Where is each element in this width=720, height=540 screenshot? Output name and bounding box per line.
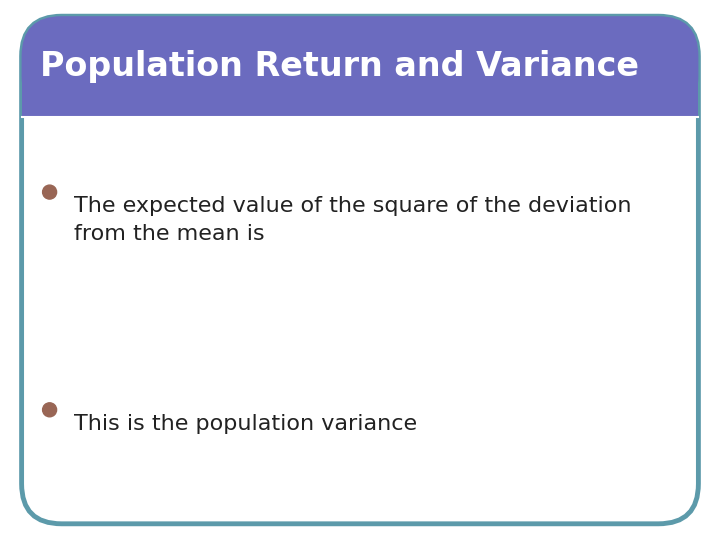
FancyBboxPatch shape — [22, 16, 698, 524]
Text: Population Return and Variance: Population Return and Variance — [40, 50, 639, 83]
Text: from the mean is: from the mean is — [73, 224, 264, 244]
Bar — [22, 76, 62, 116]
Text: This is the population variance: This is the population variance — [73, 414, 417, 434]
Text: The expected value of the square of the deviation: The expected value of the square of the … — [73, 196, 631, 216]
Circle shape — [42, 403, 57, 417]
FancyBboxPatch shape — [22, 16, 698, 116]
Bar — [658, 76, 698, 116]
Circle shape — [42, 185, 57, 199]
